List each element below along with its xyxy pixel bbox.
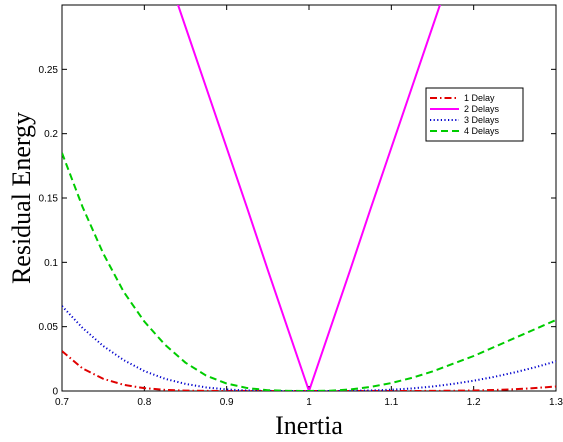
x-tick-label: 1.1: [384, 397, 398, 408]
legend-label: 4 Delays: [464, 126, 500, 136]
x-tick-label: 0.8: [137, 397, 151, 408]
y-tick-label: 0.15: [39, 194, 59, 205]
legend-label: 3 Delays: [464, 115, 500, 125]
x-tick-label: 1.2: [467, 397, 481, 408]
y-tick-label: 0.2: [44, 129, 58, 140]
x-axis-title: Inertia: [275, 411, 343, 440]
y-tick-label: 0.1: [44, 258, 58, 269]
legend-label: 2 Delays: [464, 104, 500, 114]
y-axis-ticks: 0 0.05 0.1 0.15 0.2 0.25: [39, 65, 556, 398]
y-tick-label: 0.05: [39, 322, 59, 333]
series-line-4: [62, 152, 556, 391]
legend-label: 1 Delay: [464, 93, 495, 103]
y-tick-label: 0.25: [39, 65, 59, 76]
y-axis-title: Residual Energy: [7, 112, 36, 284]
series-lines: [62, 5, 556, 391]
y-tick-label: 0: [52, 387, 58, 398]
x-tick-label: 1.3: [549, 397, 563, 408]
x-tick-label: 0.9: [220, 397, 234, 408]
x-tick-label: 1: [306, 397, 312, 408]
x-tick-label: 0.7: [55, 397, 69, 408]
series-line-1: [62, 350, 556, 391]
plot-area: [61, 4, 557, 392]
legend-box: [425, 87, 524, 142]
